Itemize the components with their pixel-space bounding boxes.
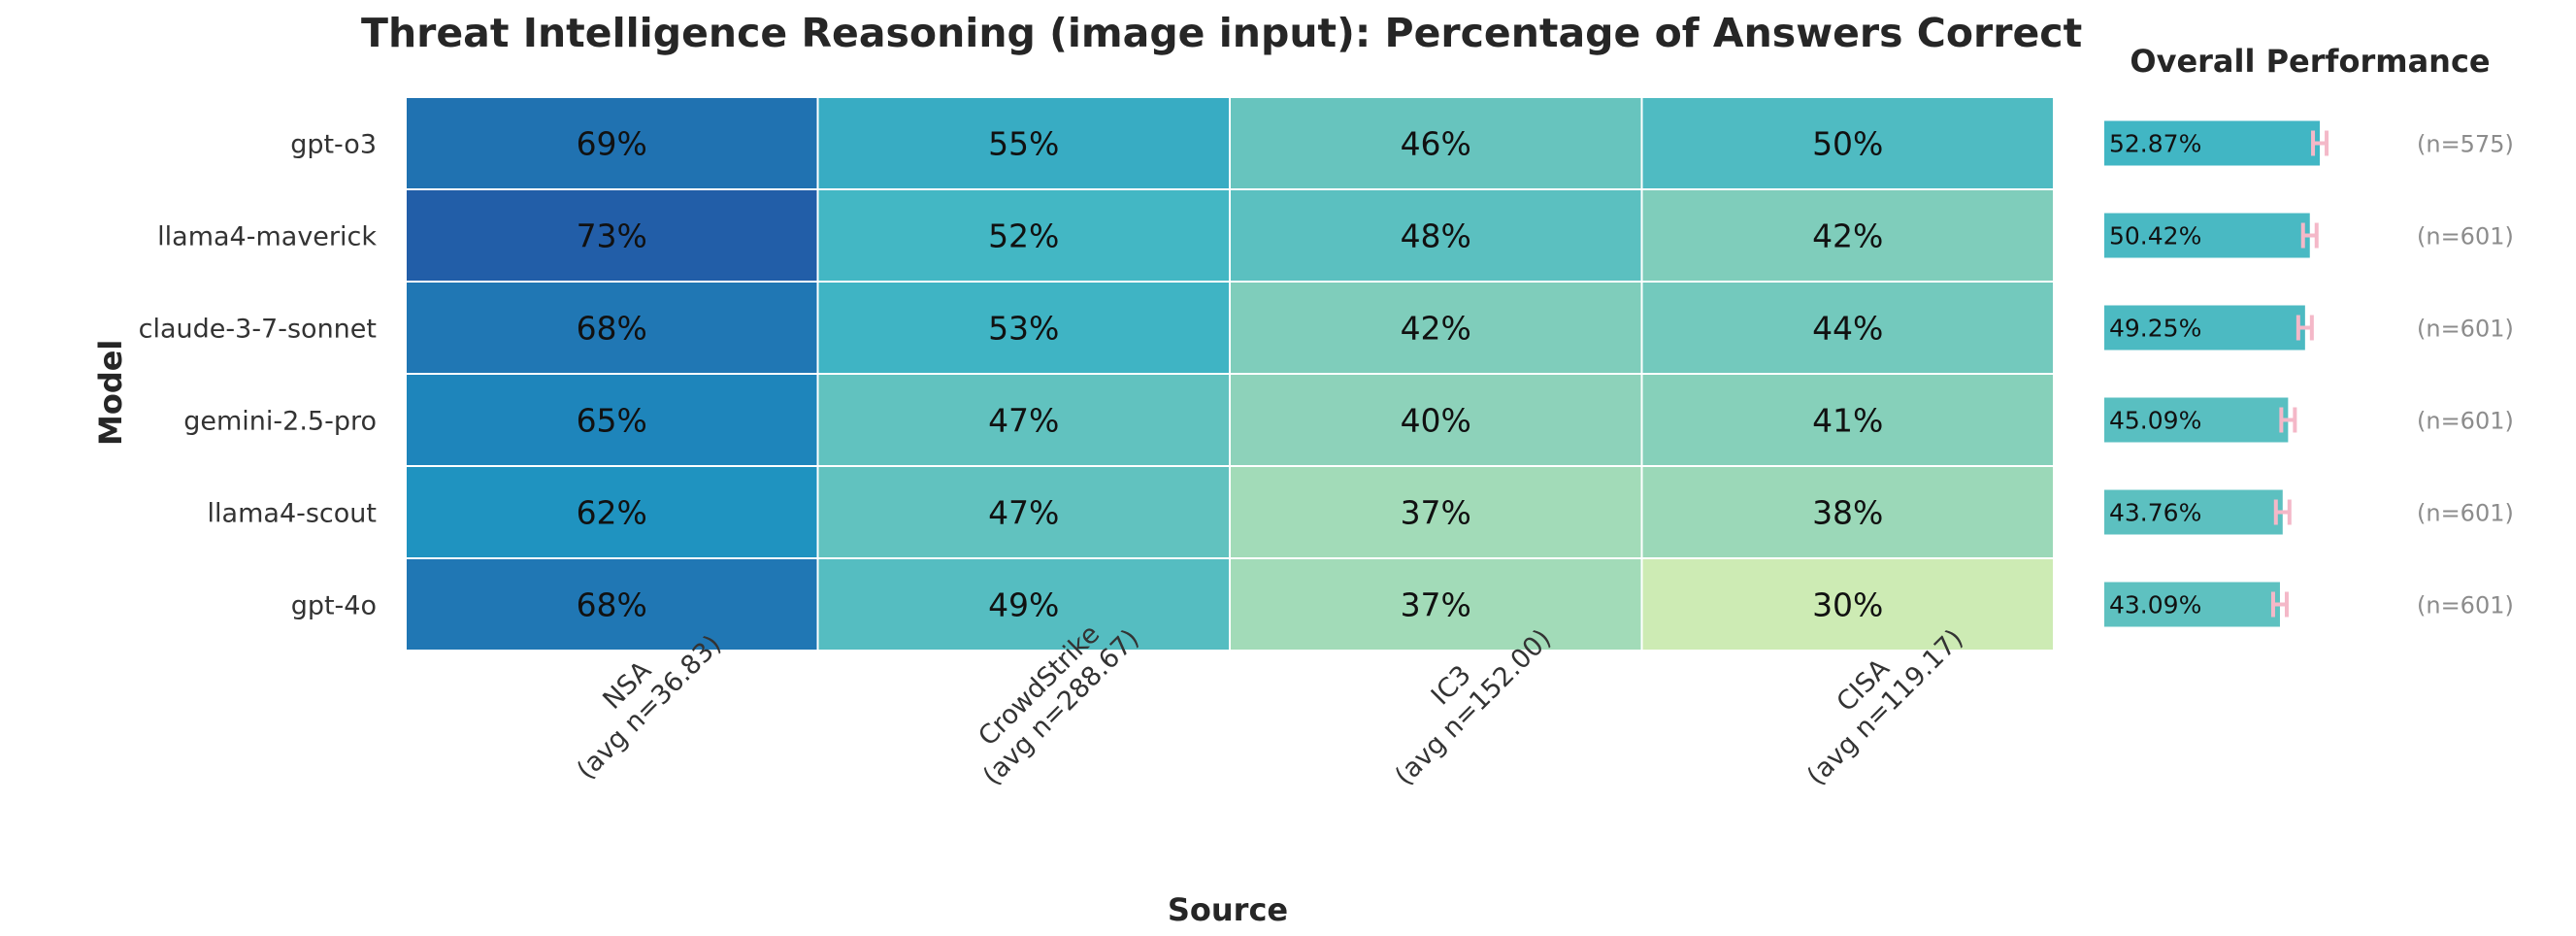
cell-value-label: 46%: [1401, 125, 1471, 163]
overall-bar: [2104, 305, 2305, 351]
cell-value-label: 40%: [1401, 402, 1471, 440]
column-label-sub: (avg n=36.83): [571, 629, 727, 786]
overall-bar-value-label: 43.76%: [2109, 499, 2201, 527]
heatmap-cell: [1640, 373, 2055, 467]
cell-value-label: 55%: [988, 125, 1059, 163]
chart-title: Threat Intelligence Reasoning (image inp…: [361, 10, 2083, 56]
cell-value-label: 44%: [1812, 310, 1883, 348]
overall-performance-title: Overall Performance: [2130, 43, 2491, 80]
overall-bar-value-label: 52.87%: [2109, 130, 2201, 158]
overall-bar: [2104, 582, 2280, 627]
cell-value-label: 48%: [1401, 217, 1471, 255]
heatmap-cell: [405, 281, 819, 375]
cell-value-label: 53%: [988, 310, 1059, 348]
row-label: claude-3-7-sonnet: [139, 315, 377, 345]
sample-size-label: (n=601): [2417, 223, 2514, 251]
cell-value-label: 41%: [1812, 402, 1883, 440]
row-label: gpt-o3: [290, 130, 377, 160]
cell-value-label: 49%: [988, 586, 1059, 624]
heatmap-cell: [405, 373, 819, 467]
row-label: llama4-scout: [208, 499, 377, 529]
x-axis-label: Source: [1167, 891, 1289, 928]
row-label: gemini-2.5-pro: [183, 407, 377, 437]
overall-bar: [2104, 120, 2321, 166]
cell-value-label: 42%: [1401, 310, 1471, 348]
overall-bar: [2104, 489, 2283, 535]
cell-value-label: 52%: [988, 217, 1059, 255]
heatmap-cell: [1229, 465, 1643, 559]
heatmap-cell: [816, 281, 1231, 375]
heatmap-cell: [1229, 281, 1643, 375]
cell-value-label: 38%: [1812, 494, 1883, 532]
cell-value-label: 62%: [577, 494, 647, 532]
overall-bar-value-label: 43.09%: [2109, 591, 2201, 619]
cell-value-label: 37%: [1401, 494, 1471, 532]
heatmap-cell: [405, 557, 819, 652]
row-label: gpt-4o: [291, 591, 377, 621]
row-label: llama4-maverick: [157, 222, 377, 252]
heatmap-cell: [1640, 465, 2055, 559]
cell-value-label: 42%: [1812, 217, 1883, 255]
overall-bar: [2104, 213, 2310, 258]
cell-value-label: 73%: [577, 217, 647, 255]
cell-value-label: 30%: [1812, 586, 1883, 624]
overall-bar-value-label: 50.42%: [2109, 222, 2201, 251]
sample-size-label: (n=601): [2417, 592, 2514, 619]
cell-value-label: 47%: [988, 494, 1059, 532]
sample-size-label: (n=601): [2417, 316, 2514, 343]
heatmap-cell: [1640, 188, 2055, 283]
heatmap-cell: [1229, 188, 1643, 283]
cell-value-label: 65%: [577, 402, 647, 440]
heatmap-cell: [1640, 281, 2055, 375]
heatmap-cell: [1229, 373, 1643, 467]
overall-bar-value-label: 45.09%: [2109, 407, 2201, 435]
overall-bar: [2104, 397, 2289, 443]
heatmap-cell: [816, 373, 1231, 467]
heatmap-cell: [816, 465, 1231, 559]
heatmap-cell: [1640, 557, 2055, 652]
heatmap-cell: [1229, 557, 1643, 652]
sample-size-label: (n=575): [2417, 131, 2514, 158]
cell-value-label: 69%: [577, 125, 647, 163]
cell-value-label: 68%: [577, 586, 647, 624]
cell-value-label: 47%: [988, 402, 1059, 440]
cell-value-label: 50%: [1812, 125, 1883, 163]
heatmap-cell: [405, 465, 819, 559]
heatmap-cell: [816, 557, 1231, 652]
cell-value-label: 68%: [577, 310, 647, 348]
sample-size-label: (n=601): [2417, 500, 2514, 527]
sample-size-label: (n=601): [2417, 408, 2514, 435]
overall-bar-value-label: 49.25%: [2109, 315, 2201, 343]
cell-value-label: 37%: [1401, 586, 1471, 624]
heatmap-cell: [816, 188, 1231, 283]
